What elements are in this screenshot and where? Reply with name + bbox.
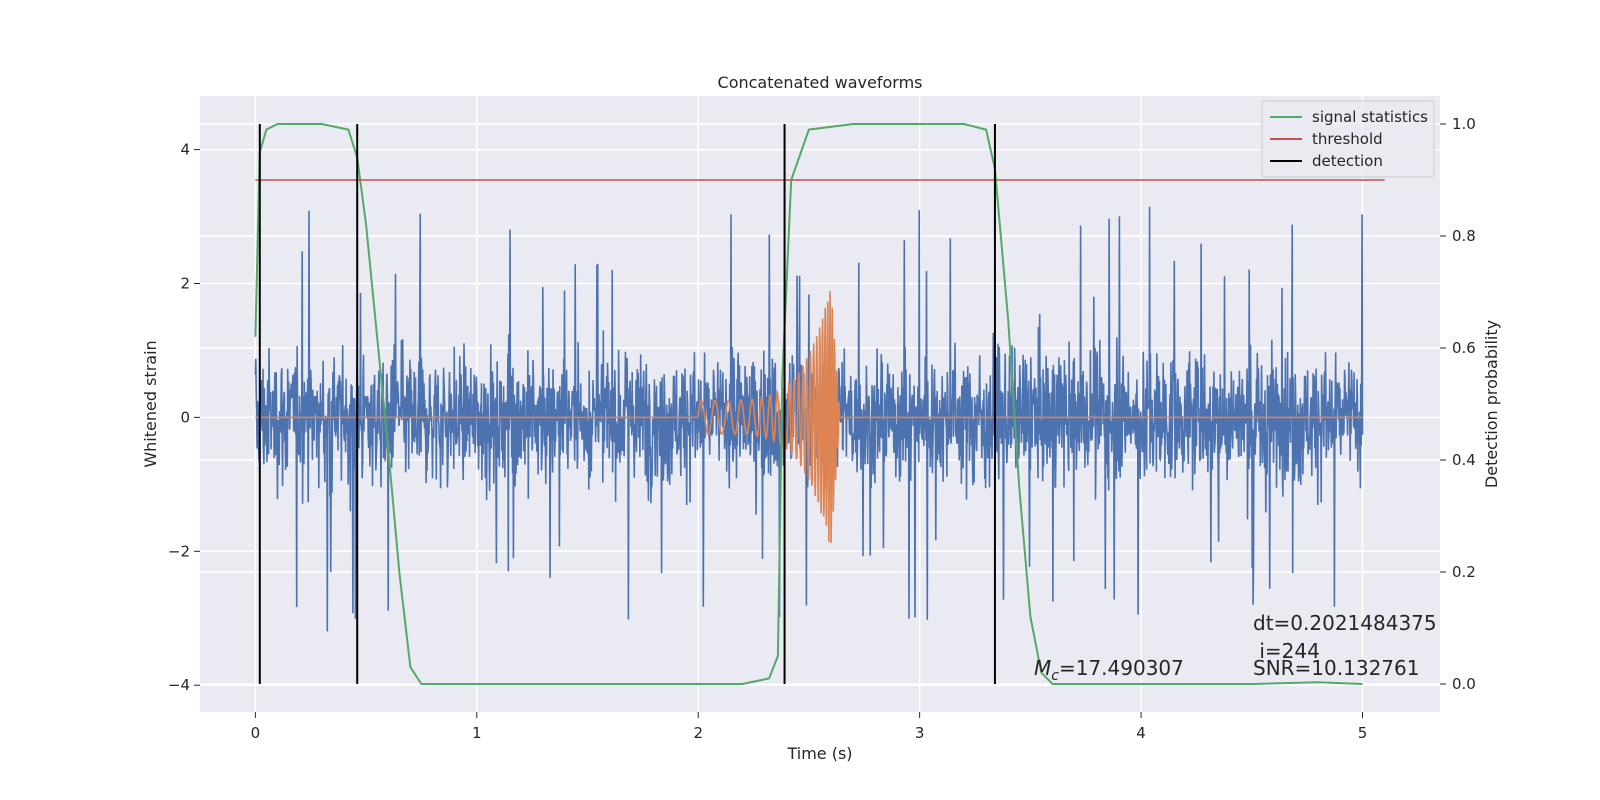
legend-label-threshold: threshold <box>1312 130 1383 148</box>
series-noise-line <box>254 206 1364 632</box>
y2-tick-label: 1.0 <box>1452 115 1476 133</box>
annotation-chirp-mass-value: =17.490307 <box>1059 656 1184 680</box>
y2-tick-label: 0.2 <box>1452 563 1476 581</box>
chart-title: Concatenated waveforms <box>718 73 923 92</box>
x-tick-label: 3 <box>915 724 925 742</box>
legend-box <box>1261 100 1435 178</box>
y-tick-label: 0 <box>180 408 190 426</box>
y2-tick-label: 0.0 <box>1452 675 1476 693</box>
y-axis-label: Whitened strain <box>141 340 160 467</box>
y2-axis-label: Detection probability <box>1482 320 1501 488</box>
y2-axis-ticks: 0.0 0.2 0.4 0.6 0.8 1.0 <box>1440 115 1476 693</box>
y2-tick-label: 0.4 <box>1452 451 1476 469</box>
x-axis-label: Time (s) <box>786 744 852 763</box>
annotation-snr: SNR=10.132761 <box>1253 656 1419 680</box>
y2-tick-label: 0.6 <box>1452 339 1476 357</box>
x-axis-ticks: 0 1 2 3 4 5 <box>251 712 1368 742</box>
annotation-chirp-mass-subscript: c <box>1051 668 1059 684</box>
legend-label-detection: detection <box>1312 152 1383 170</box>
legend: signal statistics threshold detection <box>1261 100 1435 178</box>
detection-lines <box>258 124 996 684</box>
annotation-index: i=244 <box>1253 639 1320 663</box>
x-tick-label: 2 <box>693 724 703 742</box>
annotation-chirp-mass: Mc=17.490307 <box>1034 656 1184 684</box>
legend-label-signal-statistics: signal statistics <box>1312 108 1428 126</box>
x-tick-label: 0 <box>251 724 261 742</box>
y-tick-label: 2 <box>180 274 190 292</box>
y-tick-label: −2 <box>168 542 190 560</box>
x-tick-label: 1 <box>472 724 482 742</box>
y-axis-ticks: −4 −2 0 2 4 <box>168 141 200 694</box>
x-tick-label: 4 <box>1136 724 1146 742</box>
x-tick-label: 5 <box>1358 724 1368 742</box>
series-waveform-line <box>255 291 1363 543</box>
y-tick-label: 4 <box>180 141 190 159</box>
y-tick-label: −4 <box>168 676 190 694</box>
series-signal-statistics-line <box>254 123 1363 685</box>
annotation-chirp-mass-symbol: M <box>1034 656 1051 680</box>
grid <box>200 96 1440 712</box>
annotation-dt: dt=0.2021484375 <box>1253 611 1437 635</box>
y2-tick-label: 0.8 <box>1452 227 1476 245</box>
